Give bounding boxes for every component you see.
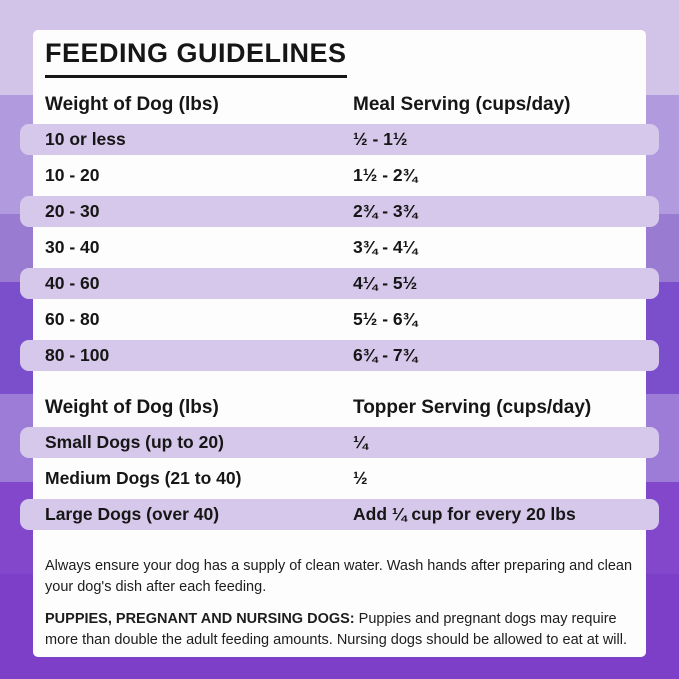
feeding-guidelines-card: FEEDING GUIDELINES Weight of Dog (lbs) M… (20, 30, 659, 657)
weight-cell: Medium Dogs (21 to 40) (45, 468, 242, 488)
serving-cell: Add ¼ cup for every 20 lbs (353, 504, 576, 524)
weight-cell: Large Dogs (over 40) (45, 504, 220, 524)
column-header-meal-serving: Meal Serving (cups/day) (353, 94, 571, 115)
table-row: 10 or less ½ - 1½ (20, 124, 659, 155)
puppies-note-label: PUPPIES, PREGNANT AND NURSING DOGS: (45, 611, 355, 628)
column-header-weight: Weight of Dog (lbs) (45, 397, 219, 418)
meal-table-header: Weight of Dog (lbs) Meal Serving (cups/d… (33, 94, 646, 116)
serving-cell: 2¾ - 3¾ (353, 201, 418, 221)
table-row: 30 - 40 3¾ - 4¼ (20, 232, 659, 263)
weight-cell: 30 - 40 (45, 237, 100, 257)
table-row: 10 - 20 1½ - 2¾ (20, 160, 659, 191)
table-row: Medium Dogs (21 to 40) ½ (20, 463, 659, 494)
puppies-note: PUPPIES, PREGNANT AND NURSING DOGS: Pupp… (45, 609, 634, 650)
column-header-topper-serving: Topper Serving (cups/day) (353, 397, 592, 418)
weight-cell: 20 - 30 (45, 201, 100, 221)
weight-cell: 10 or less (45, 129, 126, 149)
weight-cell: 10 - 20 (45, 165, 100, 185)
serving-cell: ½ (353, 468, 368, 488)
table-row: 20 - 30 2¾ - 3¾ (20, 196, 659, 227)
weight-cell: 80 - 100 (45, 345, 110, 365)
serving-cell: 4¼ - 5½ (353, 273, 418, 293)
topper-serving-table: Small Dogs (up to 20) ¼ Medium Dogs (21 … (20, 427, 659, 530)
puppies-note-text: Puppies and pregnant dogs may require mo… (45, 611, 627, 648)
weight-cell: Small Dogs (up to 20) (45, 432, 224, 452)
serving-cell: 6¾ - 7¾ (353, 345, 418, 365)
water-note: Always ensure your dog has a supply of c… (45, 558, 633, 595)
page-title: FEEDING GUIDELINES (45, 38, 347, 78)
topper-table-header: Weight of Dog (lbs) Topper Serving (cups… (33, 397, 646, 419)
weight-cell: 60 - 80 (45, 309, 100, 329)
serving-cell: 1½ - 2¾ (353, 165, 418, 185)
footnotes: Always ensure your dog has a supply of c… (45, 556, 634, 650)
weight-cell: 40 - 60 (45, 273, 100, 293)
table-row: 60 - 80 5½ - 6¾ (20, 304, 659, 335)
table-row: Large Dogs (over 40) Add ¼ cup for every… (20, 499, 659, 530)
table-row: Small Dogs (up to 20) ¼ (20, 427, 659, 458)
serving-cell: ½ - 1½ (353, 129, 408, 149)
meal-serving-table: 10 or less ½ - 1½ 10 - 20 1½ - 2¾ 20 - 3… (20, 124, 659, 371)
serving-cell: ¼ (353, 432, 368, 452)
serving-cell: 3¾ - 4¼ (353, 237, 418, 257)
serving-cell: 5½ - 6¾ (353, 309, 418, 329)
table-row: 80 - 100 6¾ - 7¾ (20, 340, 659, 371)
column-header-weight: Weight of Dog (lbs) (45, 94, 219, 115)
title-section: FEEDING GUIDELINES (33, 38, 646, 78)
table-row: 40 - 60 4¼ - 5½ (20, 268, 659, 299)
